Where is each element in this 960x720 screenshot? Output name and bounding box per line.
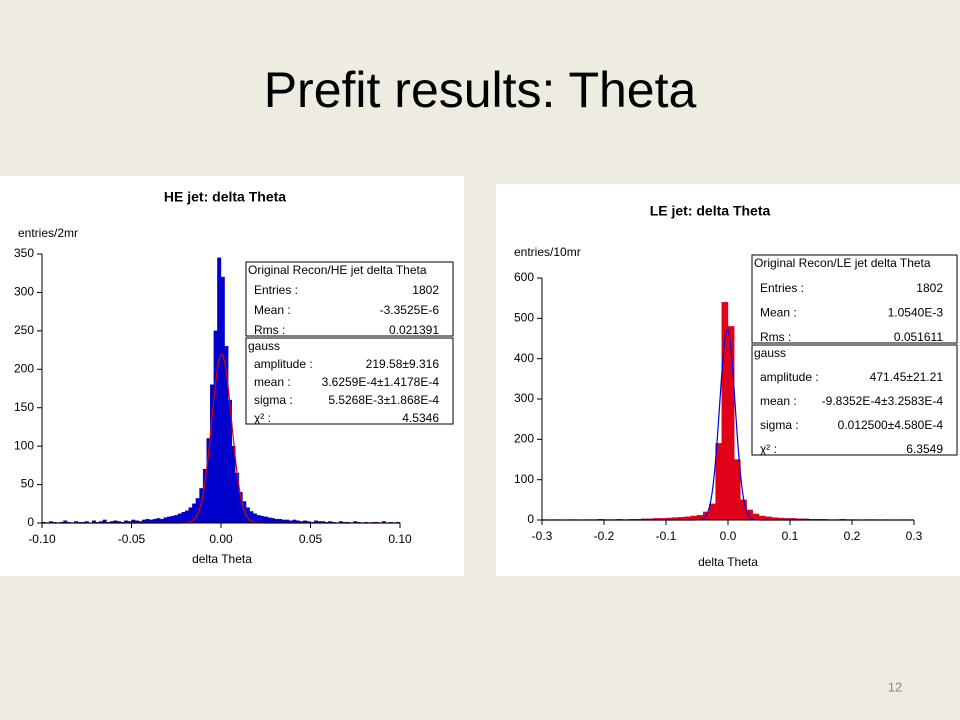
- stats-value: 0.051611: [894, 330, 943, 344]
- stats-value: 5.5268E-3±1.868E-4: [328, 393, 439, 407]
- stats-value: 1802: [916, 281, 943, 295]
- histogram-bar: [170, 515, 175, 524]
- stats-title: Original Recon/LE jet delta Theta: [754, 256, 931, 270]
- histogram-bar: [709, 503, 716, 521]
- stats-label: sigma :: [254, 393, 293, 407]
- stats-label: Entries :: [254, 283, 298, 297]
- x-tick-label: -0.1: [656, 529, 677, 543]
- x-axis-label: delta Theta: [698, 555, 758, 569]
- stats-value: -9.8352E-4±3.2583E-4: [822, 394, 944, 408]
- stats-label: amplitude :: [254, 357, 313, 371]
- stats-value: 219.58±9.316: [366, 357, 440, 371]
- histogram-bar: [721, 302, 729, 521]
- histogram-bar: [184, 510, 189, 524]
- chart-title: HE jet: delta Theta: [164, 189, 286, 205]
- stats-value: 0.021391: [389, 323, 439, 337]
- stats-value: -3.3525E-6: [380, 303, 440, 317]
- y-tick-label: 0: [527, 512, 534, 526]
- y-tick-label: 600: [514, 270, 534, 284]
- y-tick-label: 300: [14, 285, 34, 299]
- page-number: 12: [888, 679, 902, 694]
- stats-value: 4.5346: [402, 411, 439, 425]
- y-tick-label: 150: [14, 400, 34, 414]
- stats-label: mean :: [254, 375, 291, 389]
- y-tick-label: 200: [14, 361, 34, 375]
- x-tick-label: 0.0: [720, 529, 737, 543]
- x-axis-label: delta Theta: [192, 552, 252, 566]
- stats-value: 1802: [412, 283, 439, 297]
- histogram-bar: [181, 512, 186, 524]
- histogram-bar: [270, 518, 275, 524]
- histogram-bar: [260, 515, 265, 524]
- histogram-bar: [267, 517, 272, 524]
- y-tick-label: 500: [514, 311, 534, 325]
- stats-label: Mean :: [760, 306, 797, 320]
- y-tick-label: 250: [14, 323, 34, 337]
- slide-title: Prefit results: Theta: [264, 62, 697, 118]
- histogram-bar: [177, 513, 182, 524]
- stats-box: [751, 254, 958, 344]
- x-tick-label: 0.10: [388, 532, 412, 546]
- x-tick-label: 0.2: [844, 529, 861, 543]
- y-axis-label: entries/10mr: [514, 245, 581, 259]
- x-tick-label: 0.00: [209, 532, 233, 546]
- chart-title: LE jet: delta Theta: [650, 203, 771, 219]
- stats-value: 471.45±21.21: [870, 370, 944, 384]
- histogram-bar: [167, 516, 172, 524]
- histogram-bar: [256, 515, 261, 524]
- x-tick-label: -0.2: [594, 529, 615, 543]
- y-tick-label: 0: [27, 515, 34, 529]
- y-axis-label: entries/2mr: [18, 226, 78, 240]
- stats-label: amplitude :: [760, 370, 819, 384]
- x-tick-label: 0.3: [906, 529, 923, 543]
- histogram-bar: [174, 515, 179, 524]
- stats-label: Rms :: [254, 323, 285, 337]
- stats-box: [245, 261, 454, 337]
- y-tick-label: 100: [14, 438, 34, 452]
- stats-title: gauss: [248, 339, 280, 353]
- y-tick-label: 50: [21, 477, 35, 491]
- stats-value: 6.3549: [906, 442, 943, 456]
- y-tick-label: 200: [514, 432, 534, 446]
- stats-value: 1.0540E-3: [888, 306, 944, 320]
- histogram-bar: [263, 516, 268, 524]
- x-tick-label: -0.05: [118, 532, 146, 546]
- stats-label: sigma :: [760, 418, 799, 432]
- stats-label: χ² :: [760, 442, 777, 456]
- stats-label: Mean :: [254, 303, 291, 317]
- histogram-bar: [213, 330, 218, 524]
- y-tick-label: 300: [514, 391, 534, 405]
- y-tick-label: 400: [514, 351, 534, 365]
- stats-box: [245, 337, 454, 425]
- histogram-bar: [156, 518, 161, 524]
- y-tick-label: 350: [14, 246, 34, 260]
- stats-value: 3.6259E-4±1.4178E-4: [322, 375, 440, 389]
- histogram-bar: [220, 276, 225, 524]
- histogram-bar: [217, 257, 222, 524]
- x-tick-label: -0.3: [532, 529, 553, 543]
- y-tick-label: 100: [514, 472, 534, 486]
- x-tick-label: 0.1: [782, 529, 799, 543]
- x-tick-label: -0.10: [28, 532, 56, 546]
- stats-label: Rms :: [760, 330, 791, 344]
- stats-box: [751, 344, 958, 456]
- histogram-bar: [163, 517, 168, 524]
- stats-label: χ² :: [254, 411, 271, 425]
- stats-value: 0.012500±4.580E-4: [838, 418, 944, 432]
- stats-title: gauss: [754, 346, 786, 360]
- stats-label: Entries :: [760, 281, 804, 295]
- stats-label: mean :: [760, 394, 797, 408]
- stats-title: Original Recon/HE jet delta Theta: [248, 263, 427, 277]
- x-tick-label: 0.05: [299, 532, 323, 546]
